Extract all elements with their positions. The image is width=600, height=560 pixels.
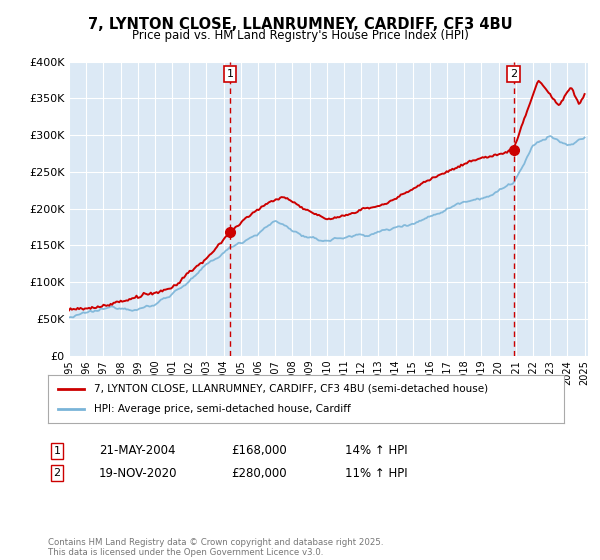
Text: 1: 1 bbox=[227, 69, 233, 79]
Text: 7, LYNTON CLOSE, LLANRUMNEY, CARDIFF, CF3 4BU (semi-detached house): 7, LYNTON CLOSE, LLANRUMNEY, CARDIFF, CF… bbox=[94, 384, 488, 394]
Text: Price paid vs. HM Land Registry's House Price Index (HPI): Price paid vs. HM Land Registry's House … bbox=[131, 29, 469, 42]
Text: 2: 2 bbox=[53, 468, 61, 478]
Text: 19-NOV-2020: 19-NOV-2020 bbox=[99, 466, 178, 480]
Text: Contains HM Land Registry data © Crown copyright and database right 2025.
This d: Contains HM Land Registry data © Crown c… bbox=[48, 538, 383, 557]
Text: 7, LYNTON CLOSE, LLANRUMNEY, CARDIFF, CF3 4BU: 7, LYNTON CLOSE, LLANRUMNEY, CARDIFF, CF… bbox=[88, 17, 512, 32]
Text: HPI: Average price, semi-detached house, Cardiff: HPI: Average price, semi-detached house,… bbox=[94, 404, 351, 414]
Text: 11% ↑ HPI: 11% ↑ HPI bbox=[345, 466, 407, 480]
Text: £280,000: £280,000 bbox=[231, 466, 287, 480]
Text: 2: 2 bbox=[510, 69, 517, 79]
Text: £168,000: £168,000 bbox=[231, 444, 287, 458]
Text: 1: 1 bbox=[53, 446, 61, 456]
Text: 21-MAY-2004: 21-MAY-2004 bbox=[99, 444, 176, 458]
Text: 14% ↑ HPI: 14% ↑ HPI bbox=[345, 444, 407, 458]
